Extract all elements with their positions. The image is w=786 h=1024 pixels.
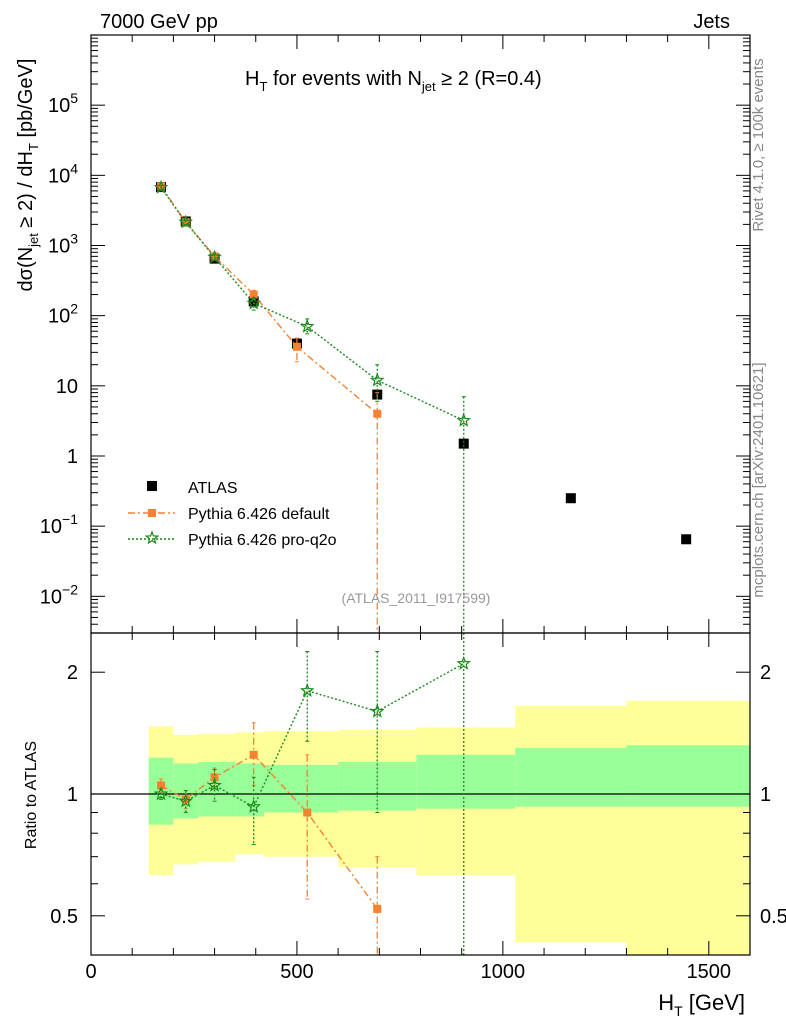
ratio-default-point <box>249 750 258 759</box>
main-proq2o-point <box>246 295 261 310</box>
ratio-default-point <box>210 773 219 782</box>
ratio-band-inner <box>235 763 264 817</box>
main-proq2o-point <box>153 179 169 194</box>
y-tick-label: 10−2 <box>40 581 78 608</box>
ratio-band-inner <box>148 757 174 825</box>
main-proq2o-point <box>299 318 315 333</box>
y-tick-label: 1 <box>67 446 78 468</box>
x-tick-label: 1000 <box>481 961 526 983</box>
main-default-point <box>181 218 190 227</box>
ratio-band-outer <box>626 700 750 955</box>
legend-default: Pythia 6.426 default <box>128 506 330 523</box>
ratio-proq2o-point <box>246 799 261 813</box>
main-default-line <box>160 185 378 415</box>
atlas-point <box>565 493 576 504</box>
ratio-band-inner <box>416 754 516 809</box>
ratio-proq2o-point <box>153 786 169 801</box>
ratio-proq2o-point <box>207 777 222 792</box>
ratio-proq2o-point <box>456 655 472 670</box>
legend-proq2o: Pythia 6.426 pro-q2o <box>128 530 337 549</box>
ratio-band-inner <box>338 761 417 811</box>
y-tick-label: 10 <box>56 376 78 398</box>
analysis-watermark: (ATLAS_2011_I917599) <box>342 590 491 606</box>
legend-proq2o-marker <box>144 530 160 545</box>
legend-atlas: ATLAS <box>147 480 238 497</box>
main-proq2o-point <box>456 412 472 427</box>
ratio-band-inner <box>515 747 627 807</box>
y-tick-label: 102 <box>48 301 78 328</box>
header-left: 7000 GeV pp <box>100 11 218 33</box>
y-tick-label: 104 <box>48 160 78 187</box>
legend-default-label: Pythia 6.426 default <box>188 506 330 523</box>
main-proq2o-point <box>369 372 385 387</box>
main-default-point <box>249 290 258 299</box>
ratio-y-tick-label: 0.5 <box>50 906 78 928</box>
legend-atlas-label: ATLAS <box>188 480 238 497</box>
ratio-panel: 0 500 1000 1500 0.5 0.5 1 1 2 2 Ratio to ATLAS HT… <box>23 632 786 1019</box>
mcplots-label: mcplots.cern.ch [arXiv:2401.10621] <box>750 362 767 597</box>
atlas-point <box>681 534 692 545</box>
header-right: Jets <box>693 11 730 33</box>
main-panel: 10−2 10−1 1 10 102 103 104 105 HT for events wi… <box>15 34 751 634</box>
legend: ATLAS Pythia 6.426 default Pythia 6.426 … <box>128 480 337 549</box>
ratio-band-outer <box>515 706 627 943</box>
ratio-default-point <box>373 904 382 913</box>
y-tick-label: 10−1 <box>40 511 78 538</box>
ratio-ylabel: Ratio to ATLAS <box>23 741 40 849</box>
legend-atlas-marker <box>147 481 157 491</box>
x-tick-label: 1500 <box>687 961 732 983</box>
main-ylabel: dσ(Njet ≥ 2) / dHT [pb/GeV] <box>15 59 41 292</box>
ratio-proq2o-point <box>369 703 385 718</box>
main-default-point <box>373 409 382 418</box>
ratio-default-point <box>303 808 312 817</box>
ratio-proq2o-point <box>299 683 315 697</box>
atlas-point <box>458 438 469 449</box>
ratio-y-tick-label: 2 <box>67 662 78 684</box>
x-tick-label: 500 <box>280 961 313 983</box>
atlas-point <box>248 296 259 307</box>
ratio-proq2o-point <box>178 793 193 808</box>
x-tick-label: 0 <box>85 961 96 983</box>
ratio-y-tick-label-right: 1 <box>760 784 771 806</box>
ratio-default-point <box>157 781 166 790</box>
legend-proq2o-label: Pythia 6.426 pro-q2o <box>188 532 337 549</box>
main-proq2o-line <box>160 187 464 422</box>
ratio-y-tick-label-right: 2 <box>760 662 771 684</box>
ratio-band-inner <box>626 745 750 807</box>
y-tick-label: 103 <box>48 230 78 257</box>
main-default-point <box>292 342 301 351</box>
main-title: HT for events with Njet ≥ 2 (R=0.4) <box>245 68 542 94</box>
y-tick-label: 105 <box>48 90 78 117</box>
ratio-xlabel: HT [GeV] <box>658 990 745 1019</box>
ratio-band-inner <box>263 764 339 813</box>
ratio-proq2o-line <box>160 662 465 808</box>
ratio-y-tick-label: 1 <box>67 784 78 806</box>
main-proq2o-point <box>207 249 222 264</box>
rivet-label: Rivet 4.1.0, ≥ 100k events <box>750 58 767 231</box>
legend-default-marker <box>148 509 156 517</box>
ratio-y-tick-label-right: 0.5 <box>760 906 786 928</box>
main-proq2o-point <box>178 214 193 229</box>
